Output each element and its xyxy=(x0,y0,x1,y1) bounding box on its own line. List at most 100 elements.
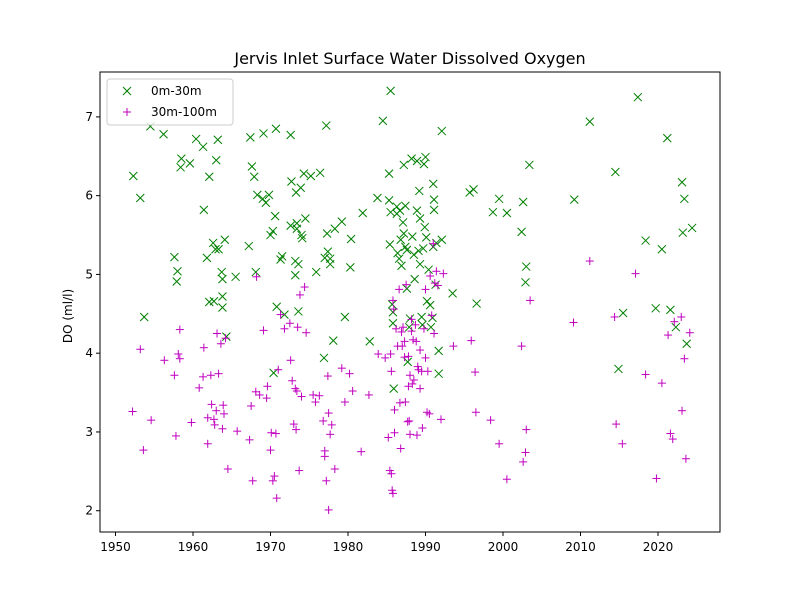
data-point xyxy=(325,254,335,264)
data-point xyxy=(319,416,328,425)
data-point xyxy=(139,446,148,455)
data-point xyxy=(292,224,302,234)
data-point xyxy=(221,334,230,343)
data-point xyxy=(407,232,417,241)
data-point xyxy=(324,409,333,418)
data-point xyxy=(414,246,423,256)
data-point xyxy=(223,464,232,473)
data-point xyxy=(677,312,686,321)
chart-title: Jervis Inlet Surface Water Dissolved Oxy… xyxy=(233,49,585,68)
data-point xyxy=(327,420,336,429)
data-point xyxy=(418,320,427,330)
data-point xyxy=(294,307,303,316)
data-point xyxy=(220,409,228,418)
data-point xyxy=(388,489,397,498)
data-point xyxy=(397,327,406,336)
data-point xyxy=(662,133,672,143)
data-point xyxy=(415,259,425,269)
data-point xyxy=(202,253,212,263)
data-point xyxy=(172,277,182,286)
data-point xyxy=(419,159,429,169)
data-point xyxy=(208,238,218,248)
data-point xyxy=(206,371,215,380)
data-point xyxy=(204,172,214,182)
data-point xyxy=(408,379,417,388)
data-point xyxy=(245,435,254,444)
legend-label: 30m-100m xyxy=(151,105,217,119)
data-point xyxy=(330,224,340,234)
data-point xyxy=(218,424,227,433)
data-point xyxy=(218,303,227,312)
data-point xyxy=(323,247,333,256)
data-point xyxy=(411,320,420,329)
data-point xyxy=(218,292,227,301)
data-point xyxy=(295,466,304,475)
data-point xyxy=(268,226,278,236)
data-point xyxy=(399,160,409,170)
data-point xyxy=(412,431,421,440)
x-tick-label: 1970 xyxy=(255,540,286,554)
data-point xyxy=(677,177,687,187)
data-point xyxy=(388,296,397,305)
x-tick-label: 1980 xyxy=(333,540,364,554)
data-point xyxy=(262,394,271,403)
data-point xyxy=(198,142,208,152)
data-point xyxy=(410,274,420,284)
data-point xyxy=(664,331,673,340)
data-point xyxy=(416,384,425,393)
data-point xyxy=(272,302,282,312)
data-point xyxy=(295,290,304,299)
data-point xyxy=(381,353,390,362)
data-point xyxy=(618,439,627,448)
data-point xyxy=(398,342,407,351)
data-point xyxy=(409,250,419,260)
data-point xyxy=(203,413,212,422)
y-tick-label: 7 xyxy=(85,110,93,124)
data-point xyxy=(294,259,303,269)
data-point xyxy=(287,177,296,186)
data-point xyxy=(328,336,338,345)
data-point xyxy=(340,398,349,407)
data-point xyxy=(399,323,408,332)
data-point xyxy=(400,353,409,362)
data-point xyxy=(374,349,383,358)
data-point xyxy=(434,369,444,379)
data-point xyxy=(173,266,182,276)
data-point xyxy=(397,261,406,271)
data-point xyxy=(465,188,475,197)
data-point xyxy=(448,288,457,298)
data-point xyxy=(439,269,448,278)
data-point xyxy=(417,312,426,322)
data-point xyxy=(437,126,447,136)
data-point xyxy=(209,296,219,306)
data-point xyxy=(259,326,268,335)
data-point xyxy=(290,270,300,280)
data-point xyxy=(521,277,530,287)
data-point xyxy=(311,267,321,277)
data-point xyxy=(633,92,643,102)
data-point xyxy=(389,305,398,314)
x-tick-label: 1950 xyxy=(100,540,131,554)
data-point xyxy=(422,296,432,306)
y-axis: 2 3 4 5 6 7 xyxy=(85,110,100,518)
data-point xyxy=(405,416,414,425)
data-point xyxy=(203,439,212,448)
data-point xyxy=(247,162,257,171)
data-point xyxy=(406,430,414,439)
data-point xyxy=(170,371,179,380)
data-point xyxy=(322,229,332,238)
data-point xyxy=(286,356,295,365)
data-point xyxy=(175,325,184,334)
data-point xyxy=(315,168,325,178)
data-point xyxy=(433,281,442,290)
data-point xyxy=(519,457,528,466)
data-point xyxy=(472,299,482,308)
data-point xyxy=(175,354,184,363)
data-point xyxy=(418,424,427,433)
legend-marker xyxy=(122,86,132,96)
data-point xyxy=(171,431,180,440)
data-point xyxy=(429,195,439,204)
data-point xyxy=(251,267,261,277)
data-point xyxy=(398,218,408,227)
data-point xyxy=(378,116,388,126)
